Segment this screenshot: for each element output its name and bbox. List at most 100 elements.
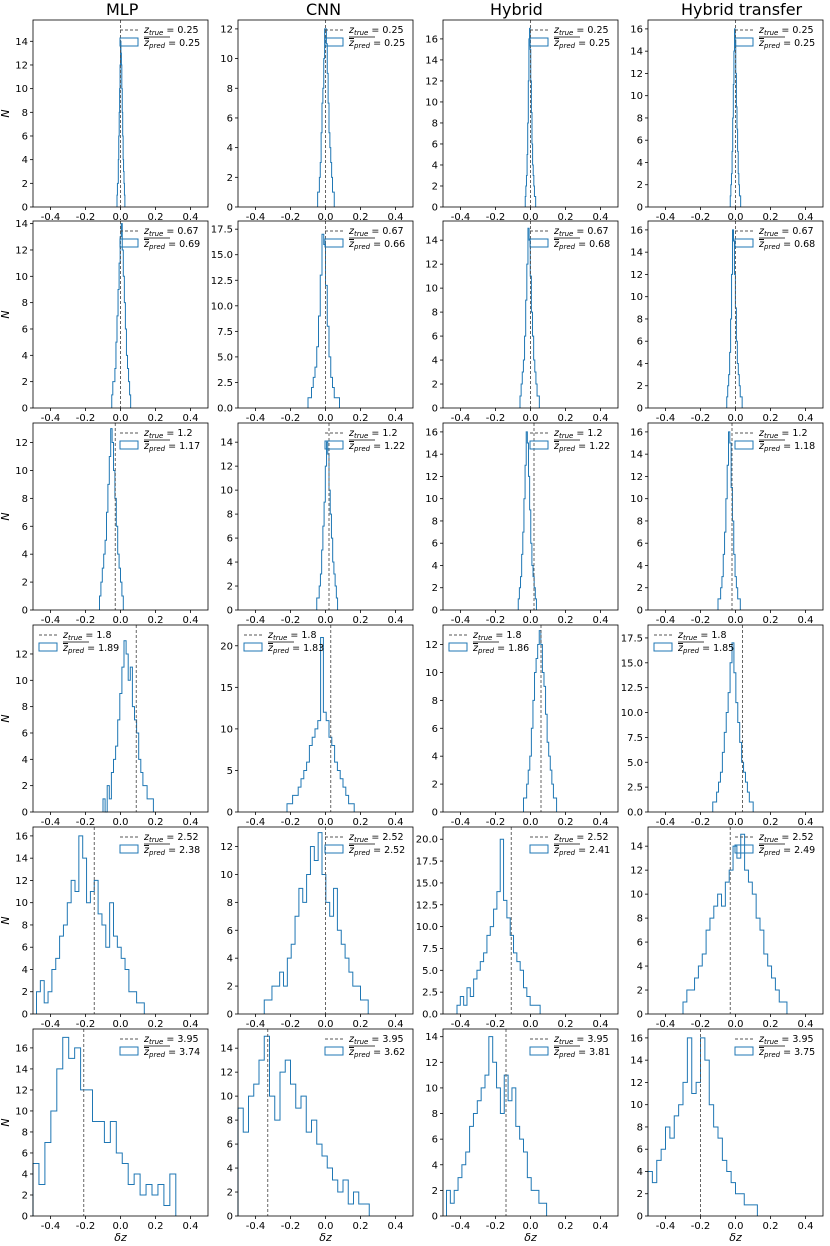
x-tick-label: -0.4 [246, 817, 266, 828]
y-tick-label: 2 [432, 1186, 438, 1197]
legend-label-true: ztrue = 0.67 [758, 226, 814, 238]
y-tick-label: 15.0 [211, 250, 233, 261]
histogram-step [237, 1035, 370, 1216]
legend-label-pred: zpred = 0.66 [348, 239, 405, 251]
y-tick-label: 6 [22, 943, 28, 954]
legend-label-pred: zpred = 0.25 [143, 38, 200, 50]
histogram-panel-r5-c3: -0.4 -0.2 0.0 0.2 0.4 0 2 4 6 8 10 12 14 16 δz ztrue = … [630, 1028, 824, 1244]
legend-box-pred [529, 440, 549, 450]
y-tick-label: 0 [637, 404, 643, 415]
x-tick-label: -0.2 [281, 413, 301, 424]
y-tick-label: 14 [15, 854, 28, 865]
y-tick-label: 2 [22, 1190, 28, 1201]
x-tick-label: 0.0 [318, 1221, 334, 1232]
y-tick-label: 14 [15, 1064, 28, 1075]
legend-label-true: ztrue = 3.95 [143, 1034, 199, 1046]
y-tick-label: 6 [432, 139, 438, 150]
x-tick-label: 0.4 [798, 212, 814, 223]
y-tick-label: 4 [22, 755, 28, 766]
y-tick-label: 12 [630, 69, 643, 80]
x-tick-label: -0.2 [691, 212, 711, 223]
x-tick-label: 0.0 [523, 1221, 539, 1232]
histogram-step [523, 630, 558, 812]
y-tick-label: 6 [227, 113, 233, 124]
y-tick-label: 4 [227, 1164, 233, 1175]
y-tick-label: 2 [227, 1188, 233, 1199]
x-tick-label: -0.2 [281, 817, 301, 828]
column-title-hybrid-transfer: Hybrid transfer [681, 0, 803, 19]
x-tick-label: 0.2 [558, 1221, 574, 1232]
x-tick-label: -0.4 [656, 817, 676, 828]
y-tick-label: 8 [432, 516, 438, 527]
x-tick-label: 0.2 [148, 1221, 164, 1232]
y-tick-label: 17.5 [211, 225, 233, 236]
y-tick-label: 14 [630, 450, 643, 461]
x-tick-label: 0.0 [318, 615, 334, 626]
legend-label-true: ztrue = 0.25 [348, 25, 404, 37]
y-tick-label: 0 [227, 808, 233, 819]
legend-label-pred: zpred = 0.25 [553, 38, 610, 50]
y-tick-label: 0 [22, 606, 28, 617]
y-tick-label: 6 [637, 136, 643, 147]
x-tick-label: -0.2 [691, 615, 711, 626]
x-tick-label: 0.0 [113, 1221, 129, 1232]
y-tick-label: 14 [630, 47, 643, 58]
legend-label-true: ztrue = 2.52 [143, 832, 199, 844]
x-tick-label: -0.2 [76, 817, 96, 828]
x-tick-label: -0.4 [246, 1221, 266, 1232]
y-tick-label: 15 [220, 683, 233, 694]
x-tick-label: 0.4 [183, 413, 199, 424]
legend-label-true: ztrue = 0.67 [348, 226, 404, 238]
x-tick-label: 0.4 [593, 615, 609, 626]
y-tick-label: 0 [432, 404, 438, 415]
y-axis-label: N [0, 310, 12, 318]
x-tick-label: 0.0 [523, 413, 539, 424]
y-tick-label: 5.0 [217, 352, 233, 363]
y-tick-label: 4 [432, 1160, 438, 1171]
x-axis-label: δz [114, 1231, 127, 1244]
x-tick-label: 0.0 [113, 615, 129, 626]
legend-label-pred: zpred = 1.17 [143, 441, 200, 453]
histogram-panel-r5-c1: -0.4 -0.2 0.0 0.2 0.4 0 2 4 6 8 10 12 14 δz ztrue = 3.… [220, 1028, 414, 1244]
histogram-step [116, 40, 126, 207]
legend-label-true: ztrue = 0.25 [758, 25, 814, 37]
x-tick-label: 0.0 [318, 212, 334, 223]
legend-label-pred: zpred = 1.22 [553, 441, 610, 453]
y-axis-label: N [0, 714, 12, 722]
y-tick-label: 12 [425, 260, 438, 271]
histogram-step [726, 229, 743, 408]
legend-box-pred [734, 238, 754, 248]
y-tick-label: 2 [22, 179, 28, 190]
x-tick-label: -0.4 [41, 615, 61, 626]
y-tick-label: 16 [630, 225, 643, 236]
legend-box-pred [324, 844, 344, 854]
y-tick-label: 6 [22, 324, 28, 335]
legend-label-true: ztrue = 1.8 [267, 630, 316, 642]
x-tick-label: 0.2 [558, 817, 574, 828]
y-tick-label: 14 [425, 450, 438, 461]
y-tick-label: 6 [637, 1145, 643, 1156]
y-tick-label: 2 [22, 781, 28, 792]
x-tick-label: 0.0 [728, 1019, 744, 1030]
legend-label-pred: zpred = 2.38 [143, 845, 200, 857]
y-tick-label: 16 [425, 34, 438, 45]
histogram-panel-r2-c2: -0.4 -0.2 0.0 0.2 0.4 0 2 4 6 8 10 12 14 16 ztrue = 1.… [425, 422, 619, 626]
x-tick-label: -0.2 [486, 413, 506, 424]
y-tick-label: 12.5 [211, 276, 233, 287]
x-axis-label: δz [729, 1231, 742, 1244]
legend-label-pred: zpred = 2.52 [348, 845, 405, 857]
x-tick-label: -0.4 [451, 1221, 471, 1232]
x-tick-label: -0.4 [656, 1221, 676, 1232]
legend-label-pred: zpred = 0.68 [758, 239, 815, 251]
y-tick-label: 10 [630, 1100, 643, 1111]
x-tick-label: 0.4 [798, 413, 814, 424]
y-tick-label: 7.5 [217, 327, 233, 338]
